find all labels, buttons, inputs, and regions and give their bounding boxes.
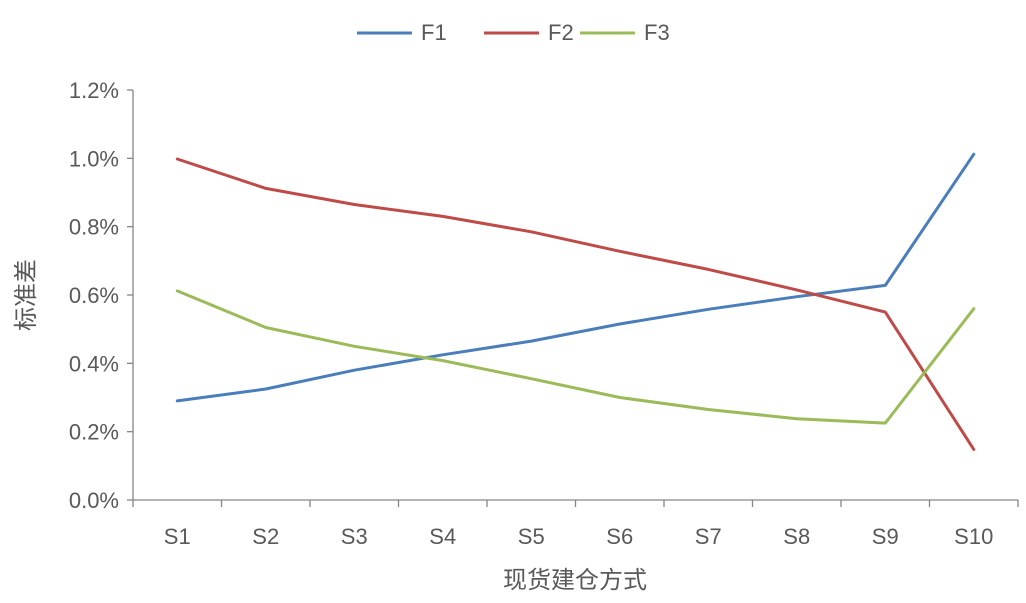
legend-label: F3 (644, 20, 670, 45)
y-tick-label: 0.0% (69, 488, 119, 513)
series-line-f3 (175, 289, 976, 425)
legend-item-f1: F1 (357, 20, 447, 45)
x-tick-label: S2 (252, 524, 279, 549)
y-tick-label: 0.8% (69, 215, 119, 240)
chart-legend: F1 F2 F3 (357, 20, 670, 45)
series-line-f1 (175, 152, 976, 403)
legend-label: F2 (548, 20, 574, 45)
x-tick-label: S5 (518, 524, 545, 549)
x-tick-label: S7 (695, 524, 722, 549)
series-layer (175, 152, 976, 451)
legend-item-f3: F3 (580, 20, 670, 45)
x-axis: S1 S2 S3 S4 S5 S6 S7 S8 S9 S10 (132, 499, 1019, 549)
x-tick-label: S6 (606, 524, 633, 549)
x-tick-label: S8 (783, 524, 810, 549)
x-tick-label: S1 (164, 524, 191, 549)
legend-label: F1 (421, 20, 447, 45)
y-tick-label: 1.0% (69, 146, 119, 171)
x-tick-label: S10 (954, 524, 993, 549)
y-axis-title: 标准差 (12, 259, 40, 331)
legend-item-f2: F2 (484, 20, 574, 45)
x-tick-label: S3 (341, 524, 368, 549)
y-tick-label: 0.6% (69, 283, 119, 308)
x-axis-title: 现货建仓方式 (503, 566, 647, 594)
series-line-f2 (175, 157, 976, 451)
y-axis: 0.0% 0.2% 0.4% 0.6% 0.8% 1.0% 1.2% (69, 78, 134, 513)
y-tick-label: 1.2% (69, 78, 119, 103)
x-tick-label: S9 (872, 524, 899, 549)
y-tick-label: 0.2% (69, 420, 119, 445)
y-tick-label: 0.4% (69, 351, 119, 376)
x-tick-label: S4 (429, 524, 456, 549)
